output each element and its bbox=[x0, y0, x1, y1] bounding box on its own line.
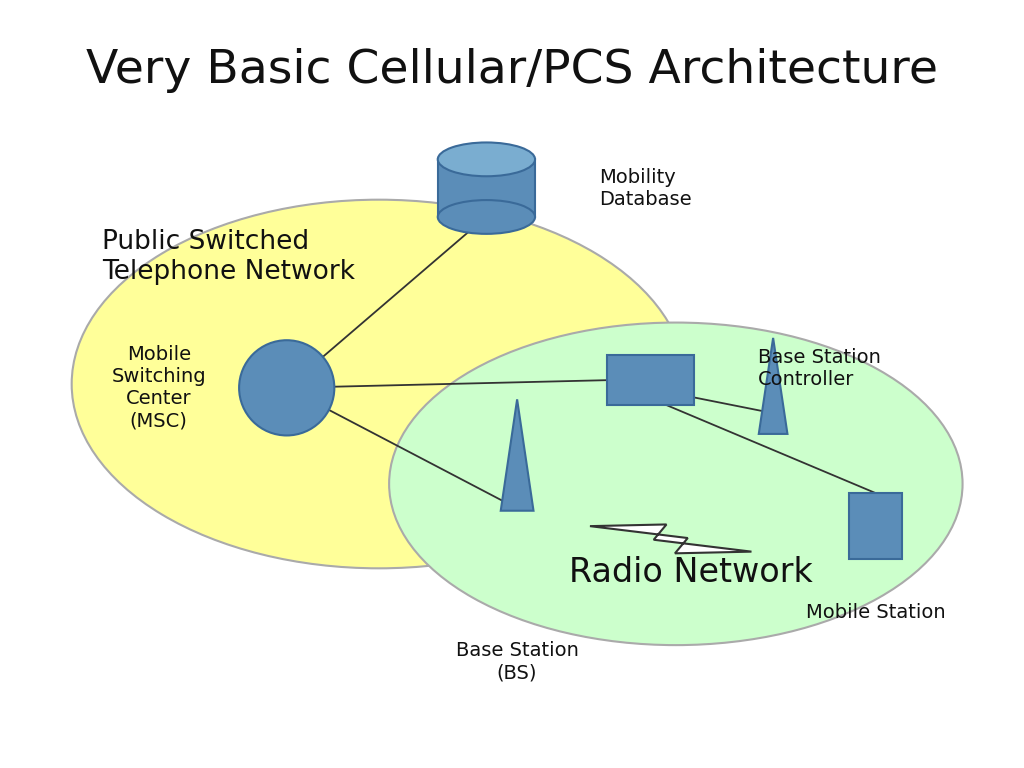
Ellipse shape bbox=[72, 200, 686, 568]
Polygon shape bbox=[759, 338, 787, 434]
Text: Mobile Station: Mobile Station bbox=[806, 603, 945, 622]
Text: Very Basic Cellular/PCS Architecture: Very Basic Cellular/PCS Architecture bbox=[86, 48, 938, 93]
Polygon shape bbox=[501, 399, 534, 511]
Text: Radio Network: Radio Network bbox=[569, 556, 813, 588]
Text: Base Station
Controller: Base Station Controller bbox=[758, 348, 881, 389]
Bar bbox=[849, 493, 902, 559]
Bar bbox=[606, 355, 694, 406]
Ellipse shape bbox=[438, 143, 535, 177]
Text: Mobility
Database: Mobility Database bbox=[599, 167, 691, 209]
Bar bbox=[438, 159, 535, 217]
Text: Mobile
Switching
Center
(MSC): Mobile Switching Center (MSC) bbox=[112, 346, 206, 430]
Ellipse shape bbox=[389, 323, 963, 645]
Text: Public Switched
Telephone Network: Public Switched Telephone Network bbox=[102, 230, 355, 285]
Circle shape bbox=[240, 340, 334, 435]
Text: Base Station
(BS): Base Station (BS) bbox=[456, 641, 579, 682]
Polygon shape bbox=[590, 525, 752, 553]
Ellipse shape bbox=[438, 200, 535, 233]
